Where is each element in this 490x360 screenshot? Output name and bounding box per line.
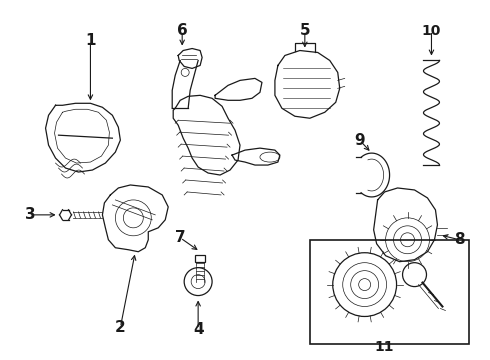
Text: 4: 4 <box>193 322 203 337</box>
Text: 10: 10 <box>422 23 441 37</box>
Text: 9: 9 <box>354 132 365 148</box>
Text: 5: 5 <box>299 23 310 38</box>
Text: 1: 1 <box>85 33 96 48</box>
Text: 8: 8 <box>454 232 465 247</box>
Bar <box>310 240 469 345</box>
Text: 2: 2 <box>115 320 126 335</box>
Text: 11: 11 <box>375 340 394 354</box>
Bar <box>195 255 205 262</box>
Text: 6: 6 <box>177 23 188 38</box>
Text: 3: 3 <box>25 207 36 222</box>
Text: 7: 7 <box>175 230 186 245</box>
